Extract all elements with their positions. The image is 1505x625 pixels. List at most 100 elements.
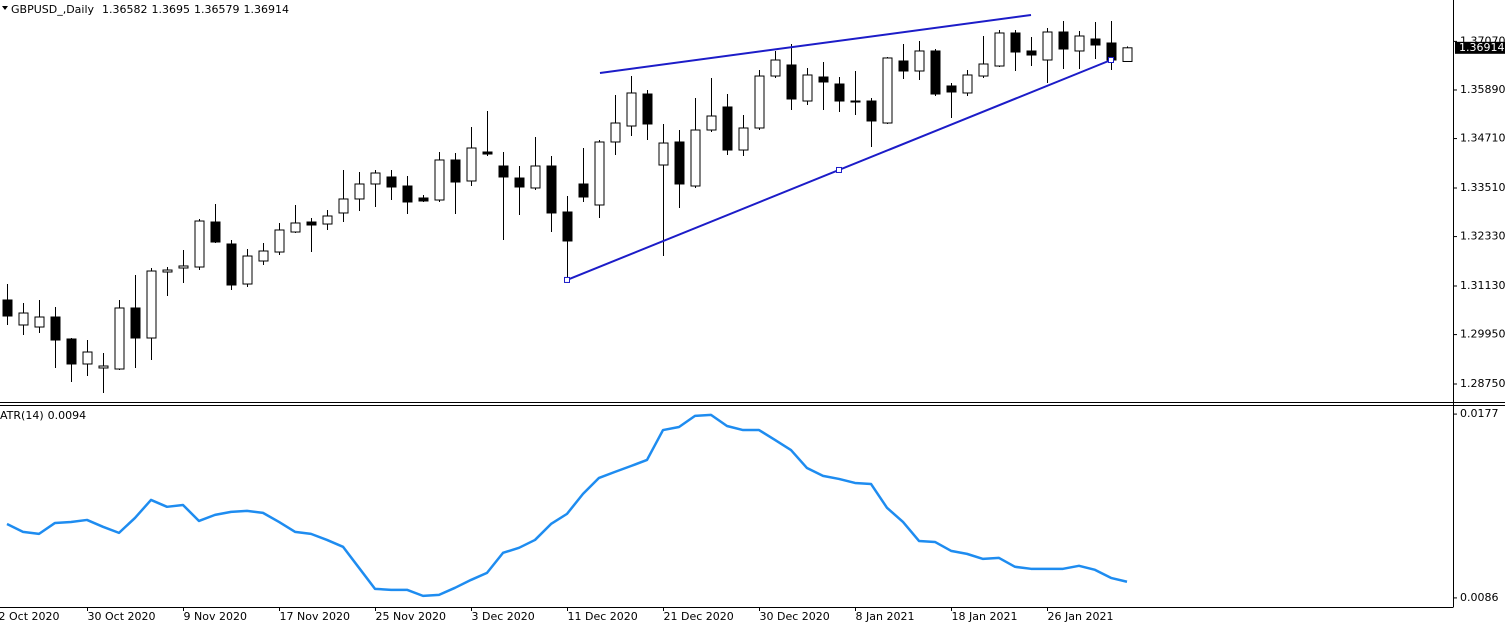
y-tick-label: 1.29950 — [1460, 328, 1505, 341]
symbol-header: GBPUSD_,Daily 1.36582 1.3695 1.36579 1.36914 — [11, 3, 289, 16]
candle-body — [242, 255, 253, 285]
candle-body — [1058, 31, 1069, 50]
candle-body — [674, 141, 685, 185]
trendline-handle — [836, 166, 842, 173]
x-tick-label: 18 Jan 2021 — [952, 610, 1018, 623]
x-tick-label: 17 Nov 2020 — [280, 610, 350, 623]
candle-body — [1090, 38, 1101, 46]
indicator-name: ATR(14) — [0, 409, 44, 422]
candle-body — [914, 50, 925, 72]
candle-body — [930, 50, 941, 95]
main-panel — [2, 13, 1133, 394]
candle-body — [98, 365, 109, 369]
candle-body — [658, 142, 669, 166]
trendline-handle — [564, 276, 570, 283]
candle-body — [722, 106, 733, 151]
candle-body — [610, 122, 621, 143]
candle-body — [578, 183, 589, 198]
candle-body — [434, 159, 445, 201]
trendline-handle — [1108, 56, 1114, 63]
candle-body — [818, 76, 829, 83]
candle-body — [786, 64, 797, 100]
candle-body — [1026, 50, 1037, 56]
candle-body — [1042, 31, 1053, 61]
date-axis: 22 Oct 2020 30 Oct 2020 9 Nov 2020 17 Nov 2… — [0, 607, 1113, 623]
open-value: 1.36582 — [102, 3, 148, 16]
candle-body — [338, 198, 349, 214]
candle-body — [882, 57, 893, 124]
candle-body — [962, 74, 973, 94]
y-tick-label: 1.35890 — [1460, 83, 1505, 96]
candle-body — [482, 151, 493, 155]
x-tick-label: 22 Oct 2020 — [0, 610, 60, 623]
candle-body — [66, 338, 77, 365]
menu-arrow — [2, 6, 8, 10]
candle-body — [370, 172, 381, 185]
y-tick-label: 0.0177 — [1460, 407, 1499, 420]
candle-body — [946, 85, 957, 93]
candle-body — [50, 316, 61, 341]
candle-body — [306, 221, 317, 226]
candle-body — [594, 141, 605, 206]
candle-body — [114, 307, 125, 370]
candle-body — [290, 222, 301, 233]
candle-body — [770, 59, 781, 77]
y-tick-label: 1.28750 — [1460, 377, 1505, 390]
candle-body — [706, 115, 717, 131]
candle-body — [738, 127, 749, 151]
candle-body — [178, 265, 189, 269]
close-value: 1.36914 — [244, 3, 290, 16]
candle-body — [402, 185, 413, 203]
x-tick-label: 26 Jan 2021 — [1048, 610, 1114, 623]
candle-body — [162, 269, 173, 273]
x-tick-label: 21 Dec 2020 — [664, 610, 734, 623]
candle-body — [2, 299, 13, 317]
candle-body — [626, 92, 637, 127]
atr-panel — [6, 413, 1128, 598]
price-box — [1455, 41, 1505, 54]
x-tick-label: 11 Dec 2020 — [568, 610, 638, 623]
candle-body — [498, 165, 509, 178]
candle-body — [530, 165, 541, 189]
y-tick-label: 0.0086 — [1460, 591, 1499, 604]
candle-body — [1010, 32, 1021, 53]
price-box-label: 1.36914 — [1459, 41, 1505, 54]
candle-body — [850, 100, 861, 103]
candle-body — [450, 159, 461, 183]
candle-body — [386, 176, 397, 188]
y-tick-label: 1.34710 — [1460, 132, 1505, 145]
candle-body — [466, 147, 477, 182]
y-tick-label: 1.32330 — [1460, 230, 1505, 243]
candle-body — [690, 129, 701, 187]
candle-body — [1074, 35, 1085, 52]
candle-body — [754, 75, 765, 129]
candle-body — [34, 316, 45, 328]
y-tick-label: 1.31130 — [1460, 279, 1505, 292]
candle-body — [274, 229, 285, 253]
candle-body — [802, 74, 813, 102]
axes: 1.370701.358901.347101.335101.323301.311… — [1453, 34, 1505, 604]
candle-body — [978, 63, 989, 77]
candle-body — [834, 83, 845, 102]
candle-body — [18, 312, 29, 326]
symbol: GBPUSD_,Daily — [11, 3, 95, 16]
candle-body — [130, 307, 141, 339]
candle-body — [1122, 47, 1133, 62]
candle-body — [994, 32, 1005, 67]
indicator-header: ATR(14) 0.0094 — [0, 409, 86, 422]
candle-body — [354, 183, 365, 200]
candle-body — [418, 197, 429, 202]
x-tick-label: 25 Nov 2020 — [376, 610, 446, 623]
candle-body — [514, 177, 525, 188]
x-tick-label: 30 Dec 2020 — [760, 610, 830, 623]
y-tick-label: 1.33510 — [1460, 181, 1505, 194]
high-value: 1.3695 — [152, 3, 191, 16]
candle-body — [146, 270, 157, 339]
candle-body — [194, 220, 205, 268]
candle-body — [898, 60, 909, 72]
candle-body — [82, 351, 93, 365]
indicator-value: 0.0094 — [48, 409, 87, 422]
candle-body — [322, 215, 333, 225]
